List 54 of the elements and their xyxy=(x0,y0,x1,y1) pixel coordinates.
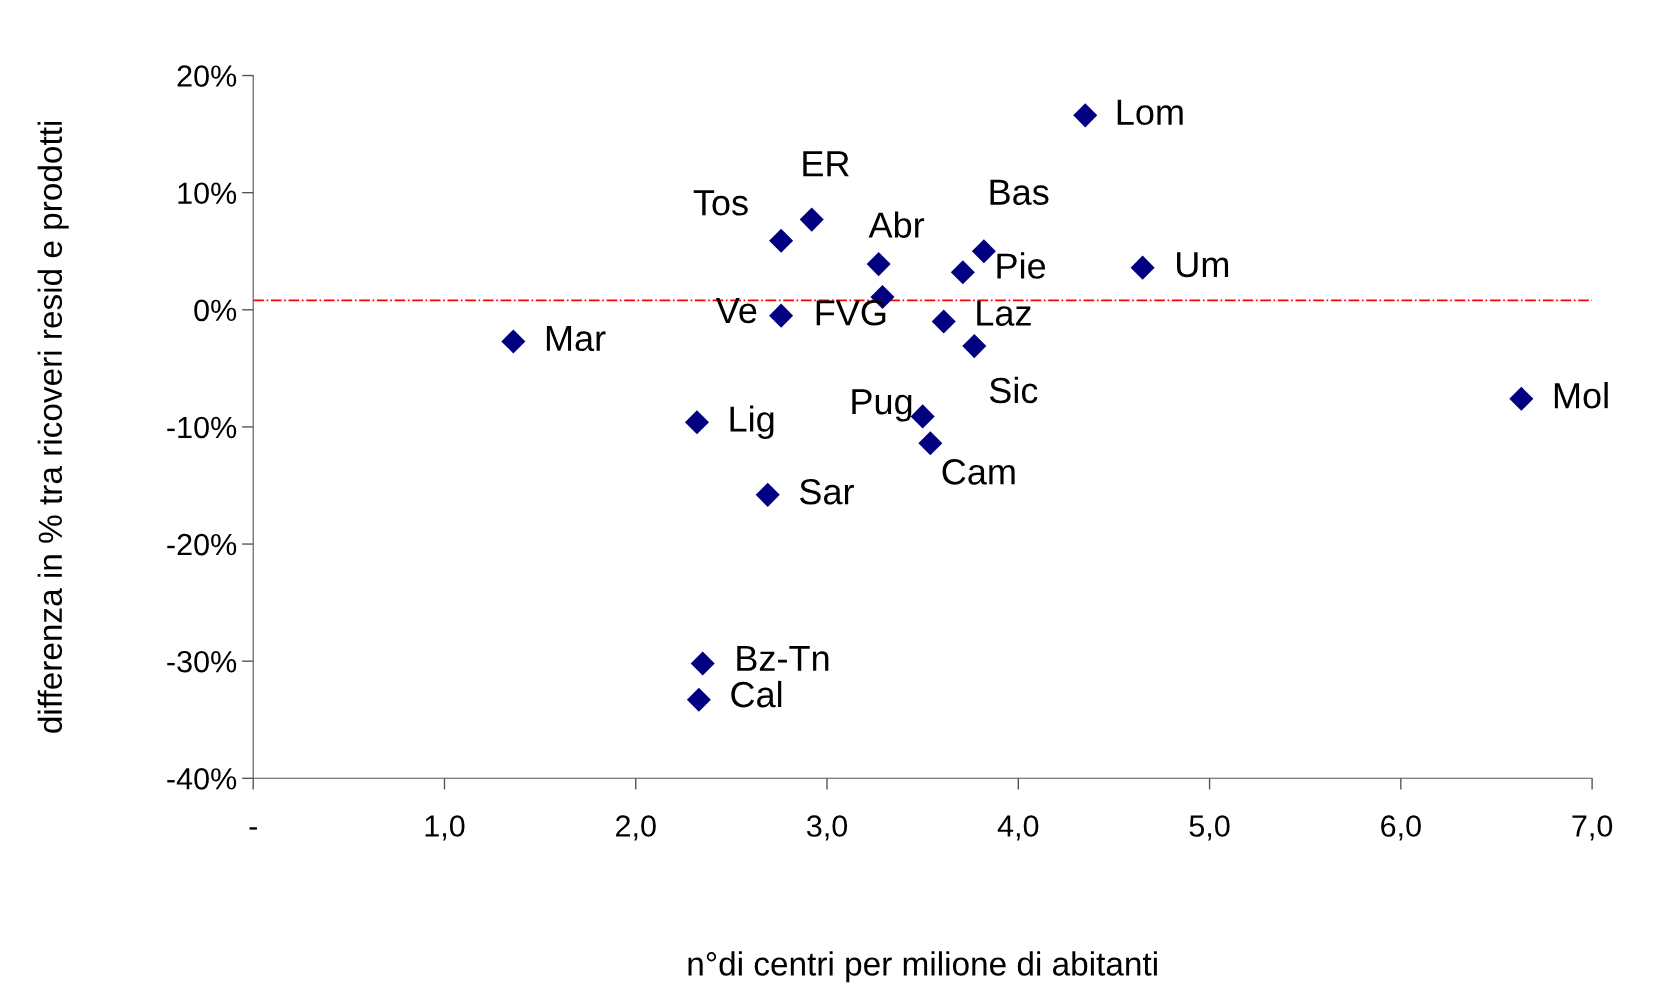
point xyxy=(769,303,794,328)
annotation: Pie xyxy=(997,252,1046,279)
point xyxy=(686,687,711,712)
x-tick-label: 7,0 xyxy=(1572,815,1613,841)
x-tick-label: 2,0 xyxy=(616,815,656,841)
y-tick-label: 0% xyxy=(194,299,237,322)
point xyxy=(1073,103,1098,128)
y-tick-label: -20% xyxy=(167,533,237,556)
point xyxy=(962,334,987,359)
annotation: Tos xyxy=(693,190,748,216)
x-tick-label: - xyxy=(249,827,257,830)
y-tick-label: 10% xyxy=(178,182,237,205)
annotation: Cam xyxy=(942,459,1015,485)
point xyxy=(931,309,956,334)
annotation: Pug xyxy=(852,389,912,422)
annotation: Mar xyxy=(546,325,606,352)
y-tick-label: -40% xyxy=(167,768,237,790)
x-tick-label: 6,0 xyxy=(1381,815,1421,841)
annotation: Lom xyxy=(1117,99,1183,126)
annotation: Sic xyxy=(989,376,1038,404)
point xyxy=(799,207,824,232)
annotation: Bas xyxy=(990,179,1049,206)
annotation: Mol xyxy=(1554,381,1608,409)
annotation: Lig xyxy=(730,405,774,440)
point xyxy=(690,651,715,676)
annotation: Ve xyxy=(715,298,757,324)
point xyxy=(971,239,996,264)
point xyxy=(1509,386,1534,411)
annotation: Sar xyxy=(799,478,854,505)
point xyxy=(910,404,935,429)
x-tick-label: 5,0 xyxy=(1189,815,1230,841)
x-tick-label: 3,0 xyxy=(806,815,848,841)
x-tick-label: 1,0 xyxy=(425,815,465,841)
point xyxy=(1130,255,1155,280)
annotation: Laz xyxy=(977,300,1031,326)
point xyxy=(769,228,794,253)
point xyxy=(918,431,943,456)
annotation: Abr xyxy=(868,211,925,238)
annotation: Bz-Tn xyxy=(737,645,829,671)
point xyxy=(501,329,526,354)
annotation: Cal xyxy=(731,680,782,708)
x-tick-label: 4,0 xyxy=(997,815,1039,841)
y-tick-label: -30% xyxy=(167,650,237,673)
annotation: ER xyxy=(803,151,849,177)
point xyxy=(866,252,891,277)
y-tick-label: -10% xyxy=(167,416,237,439)
point xyxy=(684,410,709,435)
annotation: FVG xyxy=(816,300,886,326)
point xyxy=(755,482,780,507)
y-axis-title: differenza in % tra ricoveri resid e prodotti xyxy=(37,121,69,733)
annotation: Um xyxy=(1177,252,1229,278)
point xyxy=(950,260,975,285)
x-axis-title: n°di centri per milione di abitanti xyxy=(688,951,1157,983)
y-tick-label: 20% xyxy=(177,65,237,87)
